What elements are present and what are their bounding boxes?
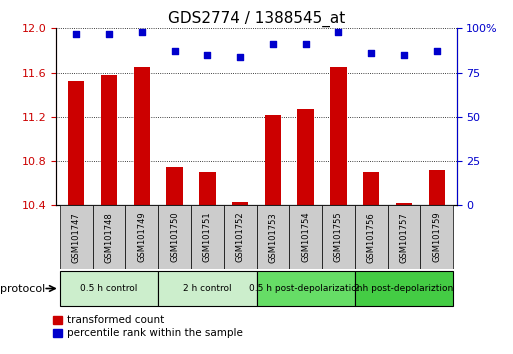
Bar	[60, 205, 92, 269]
Bar	[330, 67, 347, 205]
Bar	[224, 205, 256, 269]
Bar	[256, 205, 289, 269]
Bar	[322, 205, 355, 269]
Point	[137, 29, 146, 35]
Text: GSM101756: GSM101756	[367, 212, 376, 263]
Point	[105, 31, 113, 36]
Bar	[158, 271, 256, 306]
Legend: transformed count, percentile rank within the sample: transformed count, percentile rank withi…	[51, 313, 245, 341]
Text: 0.5 h control: 0.5 h control	[80, 284, 137, 293]
Text: GSM101754: GSM101754	[301, 212, 310, 263]
Point	[334, 29, 343, 35]
Bar	[101, 75, 117, 205]
Bar	[396, 203, 412, 205]
Bar	[125, 205, 158, 269]
Text: GSM101755: GSM101755	[334, 212, 343, 263]
Text: 0.5 h post-depolarization: 0.5 h post-depolarization	[249, 284, 363, 293]
Text: 2 h control: 2 h control	[183, 284, 231, 293]
Bar	[256, 271, 355, 306]
Point	[236, 54, 244, 59]
Text: GSM101759: GSM101759	[432, 212, 441, 263]
Text: GSM101748: GSM101748	[105, 212, 113, 263]
Text: GSM101747: GSM101747	[72, 212, 81, 263]
Text: GSM101752: GSM101752	[235, 212, 245, 263]
Bar	[265, 115, 281, 205]
Bar	[289, 205, 322, 269]
Bar	[199, 172, 215, 205]
Bar	[166, 167, 183, 205]
Text: GSM101757: GSM101757	[400, 212, 408, 263]
Bar	[421, 205, 453, 269]
Point	[400, 52, 408, 58]
Point	[170, 48, 179, 54]
Bar	[355, 205, 388, 269]
Point	[203, 52, 211, 58]
Point	[433, 48, 441, 54]
Bar	[355, 271, 453, 306]
Bar	[158, 205, 191, 269]
Text: GSM101749: GSM101749	[137, 212, 146, 263]
Text: protocol: protocol	[1, 284, 46, 293]
Title: GDS2774 / 1388545_at: GDS2774 / 1388545_at	[168, 11, 345, 27]
Point	[269, 41, 277, 47]
Bar	[68, 81, 84, 205]
Point	[367, 50, 376, 56]
Text: GSM101750: GSM101750	[170, 212, 179, 263]
Bar	[60, 271, 158, 306]
Point	[302, 41, 310, 47]
Text: GSM101753: GSM101753	[268, 212, 278, 263]
Bar	[232, 202, 248, 205]
Bar	[92, 205, 125, 269]
Bar	[298, 109, 314, 205]
Text: 2 h post-depolariztion: 2 h post-depolariztion	[354, 284, 453, 293]
Bar	[363, 172, 380, 205]
Bar	[429, 170, 445, 205]
Bar	[191, 205, 224, 269]
Text: GSM101751: GSM101751	[203, 212, 212, 263]
Bar	[133, 67, 150, 205]
Point	[72, 31, 80, 36]
Bar	[388, 205, 421, 269]
